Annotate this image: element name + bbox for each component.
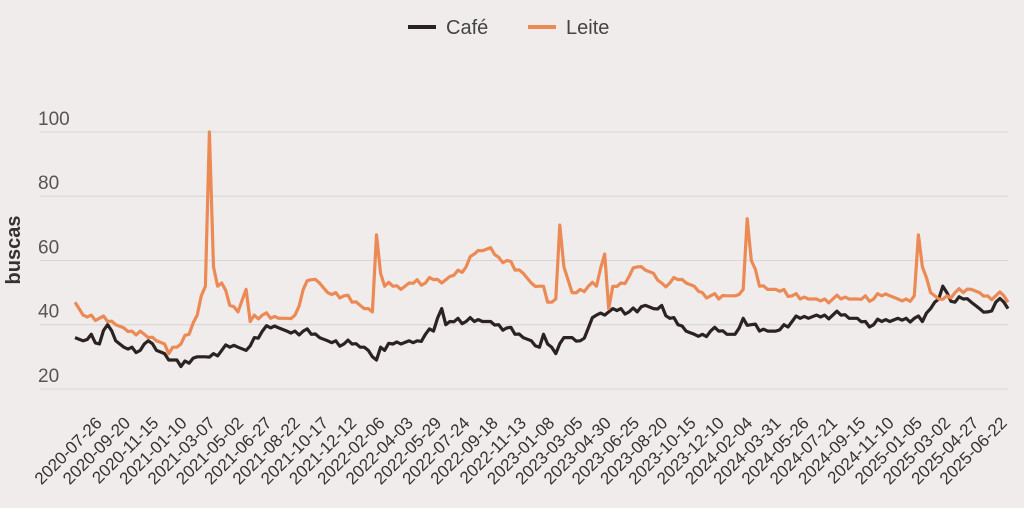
legend: Café Leite [408,17,609,39]
y-tick-label: 100 [38,109,70,130]
y-tick-label: 40 [38,302,59,323]
series-layer [73,130,1010,369]
legend-label: Leite [566,17,609,39]
y-tick-label: 60 [38,237,59,258]
series-line-leite [73,130,1010,356]
y-tick-label: 80 [38,173,59,194]
y-tick-label: 20 [38,366,59,387]
legend-label: Café [446,17,488,39]
y-axis-label: buscas [3,216,25,285]
grid-lines [40,131,1008,390]
x-axis-ticks: 2020-07-262020-09-202020-11-152021-01-10… [31,413,1011,488]
y-axis-ticks: 20 40 60 80 100 [38,109,70,387]
series-line-caf [74,284,1010,369]
